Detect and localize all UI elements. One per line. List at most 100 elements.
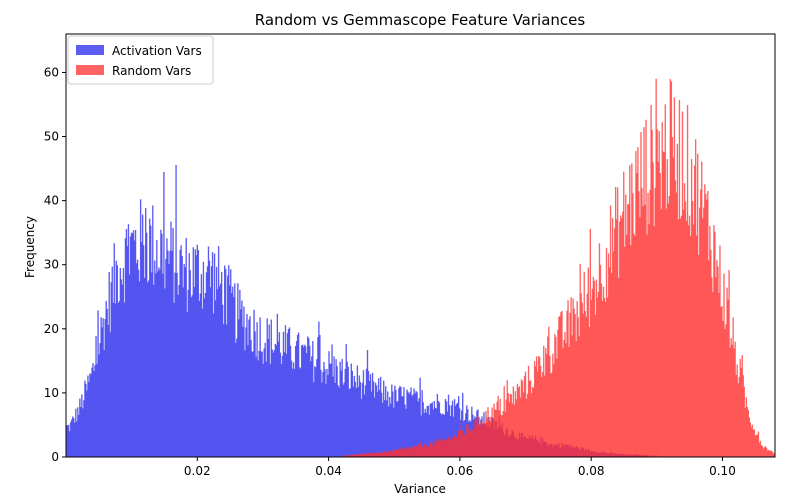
bar: [370, 391, 373, 457]
bar: [660, 209, 662, 457]
bar: [363, 394, 366, 457]
bar: [199, 293, 202, 457]
bar: [751, 424, 754, 457]
bar: [379, 376, 382, 457]
bar: [328, 351, 330, 457]
bar: [397, 448, 399, 457]
bar: [112, 302, 114, 457]
bar: [340, 370, 342, 457]
y-tick-label: 20: [44, 322, 59, 336]
bar: [694, 139, 697, 457]
bar: [381, 392, 383, 457]
bar: [583, 271, 585, 457]
bar: [331, 344, 333, 457]
bar: [365, 453, 368, 457]
bar: [554, 334, 556, 457]
bar: [114, 303, 116, 457]
bar: [614, 186, 617, 457]
bar: [647, 192, 649, 457]
bar: [578, 336, 580, 457]
bar: [272, 352, 274, 457]
bar: [423, 443, 425, 457]
bar: [289, 345, 292, 457]
bar: [545, 348, 547, 457]
bar: [422, 402, 424, 457]
bar: [530, 393, 533, 457]
bar: [220, 271, 223, 457]
bar: [758, 442, 761, 457]
bar: [700, 189, 702, 457]
y-tick-label: 10: [44, 386, 59, 400]
bar: [150, 225, 152, 457]
bar: [257, 360, 259, 457]
bar: [398, 388, 400, 457]
bar: [166, 238, 168, 457]
bar: [466, 424, 468, 457]
bar: [363, 453, 366, 457]
bar: [570, 297, 572, 457]
bar: [748, 417, 751, 457]
bar: [157, 271, 159, 457]
bar: [352, 386, 354, 457]
bar: [66, 425, 68, 457]
bar: [98, 354, 100, 457]
bar: [85, 383, 87, 457]
bar: [176, 272, 178, 457]
bar: [749, 422, 752, 457]
bar: [365, 368, 368, 457]
bar: [518, 386, 521, 457]
bar: [447, 394, 450, 457]
bar: [595, 279, 598, 457]
bar: [699, 207, 701, 457]
bar: [283, 352, 286, 457]
bar: [147, 282, 149, 457]
bar: [480, 421, 482, 457]
y-tick-label: 30: [44, 258, 59, 272]
bar: [342, 384, 344, 457]
bar: [628, 204, 630, 457]
bar: [378, 390, 381, 457]
bar: [264, 342, 266, 457]
bar: [462, 392, 464, 457]
bar: [378, 452, 381, 457]
bar: [99, 343, 101, 457]
bar: [420, 445, 422, 457]
bar: [411, 395, 413, 457]
bar: [94, 365, 96, 457]
bar: [310, 361, 312, 457]
bar: [111, 266, 113, 457]
bar: [447, 436, 450, 457]
bar: [165, 258, 167, 457]
bar: [347, 455, 349, 457]
bar: [520, 379, 523, 457]
bar: [393, 451, 395, 457]
bar: [450, 438, 453, 457]
bar: [351, 455, 353, 457]
bar: [356, 365, 359, 457]
bar: [426, 406, 428, 457]
bar: [151, 272, 153, 457]
bar: [511, 403, 514, 457]
bar: [766, 450, 769, 457]
bar: [293, 369, 296, 457]
bar: [385, 452, 387, 457]
bar: [550, 373, 552, 457]
bar: [178, 285, 180, 457]
bar: [240, 309, 242, 457]
bar: [205, 272, 208, 457]
legend: Activation Vars Random Vars: [67, 35, 214, 85]
bar: [417, 401, 419, 457]
bar: [291, 368, 294, 457]
bar: [118, 301, 121, 457]
bar: [500, 415, 502, 457]
bar: [192, 247, 194, 457]
bar: [410, 448, 412, 457]
bar: [460, 430, 462, 457]
bar: [335, 359, 337, 457]
bar: [336, 366, 338, 457]
bar: [440, 440, 443, 457]
bar: [745, 397, 747, 457]
bar: [267, 338, 269, 457]
bar: [70, 421, 72, 457]
bar: [332, 376, 334, 457]
